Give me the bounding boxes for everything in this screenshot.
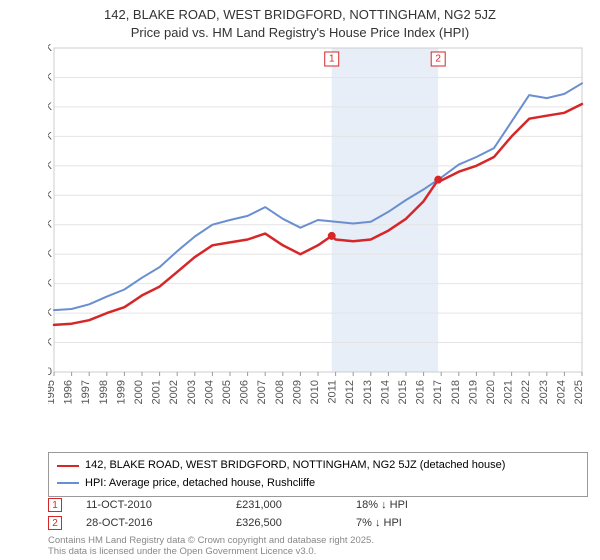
svg-text:2025: 2025 (573, 380, 585, 404)
legend-row-2: HPI: Average price, detached house, Rush… (57, 475, 579, 493)
svg-text:2020: 2020 (485, 380, 497, 404)
legend-label-2: HPI: Average price, detached house, Rush… (85, 475, 315, 493)
svg-text:2003: 2003 (186, 380, 198, 404)
svg-text:£100K: £100K (48, 307, 53, 319)
svg-text:2002: 2002 (168, 380, 180, 404)
svg-text:2014: 2014 (379, 380, 391, 404)
svg-text:£450K: £450K (48, 101, 53, 113)
svg-text:2018: 2018 (450, 380, 462, 404)
footnote: Contains HM Land Registry data © Crown c… (48, 536, 374, 558)
svg-text:£550K: £550K (48, 44, 53, 54)
legend-box: 142, BLAKE ROAD, WEST BRIDGFORD, NOTTING… (48, 452, 588, 497)
legend-label-1: 142, BLAKE ROAD, WEST BRIDGFORD, NOTTING… (85, 457, 505, 475)
svg-text:£300K: £300K (48, 189, 53, 201)
svg-text:1999: 1999 (115, 380, 127, 404)
legend-row-1: 142, BLAKE ROAD, WEST BRIDGFORD, NOTTING… (57, 457, 579, 475)
svg-text:2000: 2000 (133, 380, 145, 404)
svg-text:1998: 1998 (98, 380, 110, 404)
title-line-1: 142, BLAKE ROAD, WEST BRIDGFORD, NOTTING… (0, 6, 600, 24)
chart-title: 142, BLAKE ROAD, WEST BRIDGFORD, NOTTING… (0, 0, 600, 41)
svg-text:£200K: £200K (48, 248, 53, 260)
svg-text:2005: 2005 (221, 380, 233, 404)
svg-text:2011: 2011 (327, 380, 339, 404)
svg-text:£400K: £400K (48, 130, 53, 142)
svg-text:2019: 2019 (467, 380, 479, 404)
svg-text:2004: 2004 (203, 380, 215, 404)
svg-text:2012: 2012 (344, 380, 356, 404)
svg-text:2001: 2001 (151, 380, 163, 404)
svg-text:2007: 2007 (256, 380, 268, 404)
svg-text:2010: 2010 (309, 380, 321, 404)
svg-text:1: 1 (329, 54, 335, 65)
sale-row-1: 1 11-OCT-2010 £231,000 18% ↓ HPI (48, 496, 588, 514)
svg-text:£0: £0 (48, 366, 52, 378)
chart-plot-area: £0 £50K £100K £150K £200K £250K £300K £350K £400… (48, 44, 588, 414)
legend-swatch-2 (57, 482, 79, 484)
svg-text:£350K: £350K (48, 160, 53, 172)
svg-text:1996: 1996 (63, 380, 75, 404)
svg-text:2006: 2006 (239, 380, 251, 404)
svg-text:2017: 2017 (432, 380, 444, 404)
sale-date-1: 11-OCT-2010 (86, 499, 236, 511)
sale-marker-2: 2 (48, 516, 62, 530)
svg-text:£50K: £50K (48, 337, 53, 349)
svg-text:2024: 2024 (555, 380, 567, 404)
svg-text:£150K: £150K (48, 278, 53, 290)
svg-text:2009: 2009 (291, 380, 303, 404)
sale-hpi-1: 18% ↓ HPI (356, 499, 496, 511)
svg-text:£500K: £500K (48, 71, 53, 83)
sale-marker-1: 1 (48, 498, 62, 512)
sale-hpi-2: 7% ↓ HPI (356, 517, 496, 529)
svg-text:2015: 2015 (397, 380, 409, 404)
chart-svg: £0 £50K £100K £150K £200K £250K £300K £350K £400… (48, 44, 588, 414)
sale-date-2: 28-OCT-2016 (86, 517, 236, 529)
svg-text:2023: 2023 (538, 380, 550, 404)
svg-text:2: 2 (435, 54, 441, 65)
svg-text:2013: 2013 (362, 380, 374, 404)
title-line-2: Price paid vs. HM Land Registry's House … (0, 24, 600, 42)
footnote-line-2: This data is licensed under the Open Gov… (48, 547, 374, 558)
svg-text:2021: 2021 (503, 380, 515, 404)
svg-text:£250K: £250K (48, 219, 53, 231)
svg-text:1995: 1995 (48, 380, 57, 404)
svg-text:2008: 2008 (274, 380, 286, 404)
svg-text:1997: 1997 (80, 380, 92, 404)
legend-swatch-1 (57, 465, 79, 467)
chart-container: 142, BLAKE ROAD, WEST BRIDGFORD, NOTTING… (0, 0, 600, 560)
sales-table: 1 11-OCT-2010 £231,000 18% ↓ HPI 2 28-OC… (48, 496, 588, 532)
sale-row-2: 2 28-OCT-2016 £326,500 7% ↓ HPI (48, 514, 588, 532)
sale-price-1: £231,000 (236, 499, 356, 511)
svg-text:2016: 2016 (415, 380, 427, 404)
sale-price-2: £326,500 (236, 517, 356, 529)
svg-text:2022: 2022 (520, 380, 532, 404)
